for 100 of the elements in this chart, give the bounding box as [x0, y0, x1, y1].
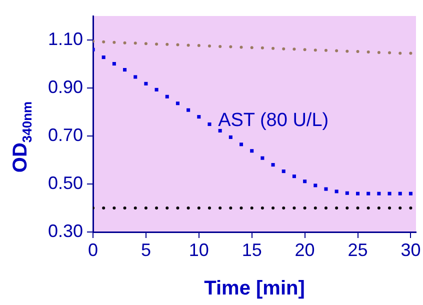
point — [388, 51, 392, 54]
point — [292, 48, 296, 51]
point — [303, 206, 306, 210]
point — [176, 102, 180, 106]
point — [102, 206, 106, 210]
point — [112, 40, 116, 44]
point — [134, 42, 137, 45]
point — [134, 75, 138, 79]
point — [123, 68, 127, 72]
point — [314, 206, 317, 210]
point — [176, 206, 180, 210]
point — [303, 48, 306, 52]
point — [334, 190, 338, 194]
point — [398, 52, 402, 55]
point — [272, 206, 275, 210]
point — [112, 206, 116, 210]
point — [356, 206, 360, 210]
point — [324, 187, 328, 191]
point — [282, 170, 286, 174]
point — [166, 42, 169, 46]
point — [356, 192, 360, 196]
point — [377, 50, 380, 54]
point — [186, 108, 190, 112]
point — [409, 206, 412, 210]
y-tick-label: 0.70 — [48, 124, 83, 145]
point — [186, 44, 190, 47]
point — [366, 50, 370, 54]
point — [208, 122, 212, 126]
point — [335, 49, 338, 52]
point — [218, 44, 222, 48]
point — [144, 206, 148, 210]
point — [398, 192, 402, 196]
x-tick-label: 5 — [140, 240, 151, 260]
point — [208, 44, 211, 48]
point — [240, 46, 243, 49]
point — [165, 94, 169, 98]
point — [324, 48, 328, 52]
point — [112, 62, 116, 66]
point — [408, 192, 412, 196]
point — [154, 88, 158, 92]
point — [335, 206, 338, 210]
point — [314, 184, 318, 188]
point — [409, 52, 412, 55]
point — [388, 192, 392, 196]
point — [229, 45, 232, 48]
x-tick-label: 15 — [242, 240, 262, 260]
point — [292, 206, 296, 210]
point — [218, 206, 222, 210]
point — [240, 206, 243, 210]
point — [176, 43, 180, 46]
point — [388, 206, 392, 210]
x-tick-label: 0 — [88, 240, 98, 260]
x-tick-label: 10 — [188, 240, 209, 260]
point — [229, 206, 232, 210]
x-tick-label: 25 — [348, 240, 368, 260]
point — [134, 206, 137, 210]
point — [377, 192, 381, 196]
point — [123, 206, 126, 210]
point — [218, 128, 222, 132]
x-axis-title: Time [min] — [204, 278, 305, 300]
point — [102, 56, 106, 60]
point — [272, 46, 275, 50]
point — [144, 42, 148, 46]
point — [260, 206, 264, 210]
point — [282, 47, 286, 50]
point — [155, 42, 158, 46]
point — [197, 206, 200, 210]
x-tick-label: 30 — [400, 240, 421, 260]
point — [102, 40, 106, 44]
point — [250, 149, 254, 153]
point — [398, 206, 402, 210]
point — [345, 191, 349, 195]
point — [250, 206, 254, 210]
point — [282, 206, 286, 210]
point — [197, 44, 200, 48]
point — [186, 206, 190, 210]
point — [123, 41, 126, 44]
point — [166, 206, 169, 210]
point — [260, 46, 264, 50]
point — [303, 180, 307, 184]
series-label: AST (80 U/L) — [218, 110, 329, 131]
point — [228, 135, 232, 139]
point — [250, 46, 254, 50]
point — [356, 50, 360, 54]
point — [155, 206, 158, 210]
point — [366, 206, 370, 210]
point — [208, 206, 211, 210]
point — [314, 48, 317, 52]
y-tick-label: 0.50 — [48, 172, 83, 193]
point — [346, 206, 349, 210]
point — [292, 174, 296, 178]
point — [377, 206, 380, 210]
y-tick-label: 0.90 — [48, 76, 83, 97]
x-tick-label: 20 — [294, 240, 315, 260]
y-tick-label: 0.30 — [48, 220, 83, 241]
point — [144, 82, 148, 86]
point — [197, 115, 201, 119]
point — [239, 142, 244, 146]
point — [260, 156, 264, 160]
point — [366, 192, 370, 196]
